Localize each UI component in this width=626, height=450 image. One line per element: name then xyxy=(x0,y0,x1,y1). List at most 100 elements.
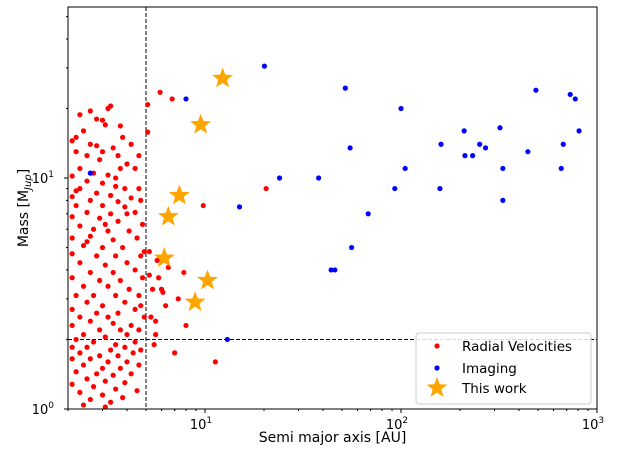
point-imaging xyxy=(261,63,268,69)
point-radial-velocities xyxy=(120,244,126,251)
point-radial-velocities xyxy=(145,101,151,108)
point-radial-velocities xyxy=(113,386,119,392)
legend-marker-radial-velocities xyxy=(434,343,440,349)
point-radial-velocities xyxy=(84,153,90,159)
point-radial-velocities xyxy=(87,141,93,147)
point-radial-velocities xyxy=(94,371,100,377)
point-radial-velocities xyxy=(136,185,142,192)
point-radial-velocities xyxy=(77,165,83,172)
point-radial-velocities xyxy=(73,134,79,140)
point-imaging xyxy=(482,145,489,151)
point-radial-velocities xyxy=(73,202,79,209)
point-radial-velocities xyxy=(138,347,144,353)
point-radial-velocities xyxy=(102,404,108,409)
point-imaging xyxy=(183,96,189,102)
point-radial-velocities xyxy=(115,153,121,159)
point-radial-velocities xyxy=(141,249,147,255)
point-radial-velocities xyxy=(90,292,97,299)
point-radial-velocities xyxy=(69,173,75,179)
point-radial-velocities xyxy=(151,342,157,348)
point-radial-velocities xyxy=(69,214,75,220)
point-radial-velocities xyxy=(149,286,156,292)
point-radial-velocities xyxy=(181,269,187,276)
point-imaging xyxy=(477,141,483,147)
point-this-work-star-icon xyxy=(190,113,212,134)
point-radial-velocities xyxy=(94,190,100,196)
point-radial-velocities xyxy=(87,318,93,324)
point-radial-velocities xyxy=(94,310,100,316)
point-radial-velocities xyxy=(99,202,106,209)
point-radial-velocities xyxy=(108,347,114,353)
point-radial-velocities xyxy=(138,253,144,259)
point-radial-velocities xyxy=(73,369,79,375)
point-radial-velocities xyxy=(138,303,144,309)
point-radial-velocities xyxy=(115,353,121,359)
point-radial-velocities xyxy=(84,344,90,350)
point-radial-velocities xyxy=(87,356,93,362)
point-radial-velocities xyxy=(69,251,75,257)
point-radial-velocities xyxy=(132,209,138,215)
point-radial-velocities xyxy=(156,275,162,281)
point-radial-velocities xyxy=(136,362,142,368)
point-radial-velocities xyxy=(99,149,106,155)
point-radial-velocities xyxy=(73,336,79,343)
legend: Radial Velocities Imaging This work xyxy=(415,332,592,405)
point-radial-velocities xyxy=(77,185,83,192)
point-radial-velocities xyxy=(128,371,134,377)
point-this-work-star-icon xyxy=(212,67,234,88)
point-radial-velocities xyxy=(97,215,103,221)
point-radial-velocities xyxy=(80,362,87,368)
point-radial-velocities xyxy=(69,381,75,387)
point-radial-velocities xyxy=(132,165,138,172)
point-radial-velocities xyxy=(87,269,93,276)
point-radial-velocities xyxy=(87,108,93,114)
point-radial-velocities xyxy=(117,327,123,333)
point-radial-velocities xyxy=(80,402,87,408)
point-radial-velocities xyxy=(124,161,130,167)
point-radial-velocities xyxy=(124,331,130,338)
point-imaging xyxy=(332,267,338,273)
point-radial-velocities xyxy=(84,376,90,382)
point-radial-velocities xyxy=(153,331,159,338)
point-radial-velocities xyxy=(175,296,181,302)
point-radial-velocities xyxy=(97,157,103,163)
point-radial-velocities xyxy=(128,322,134,329)
point-imaging xyxy=(500,197,506,203)
point-imaging xyxy=(342,85,348,91)
legend-label-this-work: This work xyxy=(461,381,527,397)
y-tick-label-exponent: 0 xyxy=(48,401,54,411)
point-imaging xyxy=(276,175,283,181)
point-radial-velocities xyxy=(77,223,83,229)
point-radial-velocities xyxy=(113,342,119,348)
point-radial-velocities xyxy=(122,185,128,192)
point-radial-velocities xyxy=(97,327,103,333)
point-radial-velocities xyxy=(113,175,119,181)
point-radial-velocities xyxy=(146,249,152,255)
x-tick-label-exponent: 3 xyxy=(598,416,604,426)
point-radial-velocities xyxy=(117,123,123,129)
legend-label-radial-velocities: Radial Velocities xyxy=(462,339,572,355)
y-tick-label-exponent: 1 xyxy=(48,170,54,180)
point-radial-velocities xyxy=(80,283,87,289)
y-axis-label-close: ] xyxy=(16,169,32,174)
point-this-work-star-icon xyxy=(184,291,206,312)
point-radial-velocities xyxy=(77,314,83,320)
point-radial-velocities xyxy=(99,303,106,309)
point-radial-velocities xyxy=(90,384,97,390)
point-imaging xyxy=(461,128,467,134)
plot-frame xyxy=(67,6,598,410)
point-radial-velocities xyxy=(90,339,97,345)
point-radial-velocities xyxy=(108,399,114,405)
point-radial-velocities xyxy=(120,134,126,140)
point-imaging xyxy=(347,145,353,151)
point-imaging xyxy=(398,105,404,112)
point-radial-velocities xyxy=(146,272,152,278)
point-radial-velocities xyxy=(84,299,90,305)
point-imaging xyxy=(236,204,243,210)
point-radial-velocities xyxy=(157,89,163,95)
point-radial-velocities xyxy=(80,331,87,338)
point-radial-velocities xyxy=(69,322,75,329)
point-radial-velocities xyxy=(110,237,116,243)
point-radial-velocities xyxy=(105,172,111,178)
